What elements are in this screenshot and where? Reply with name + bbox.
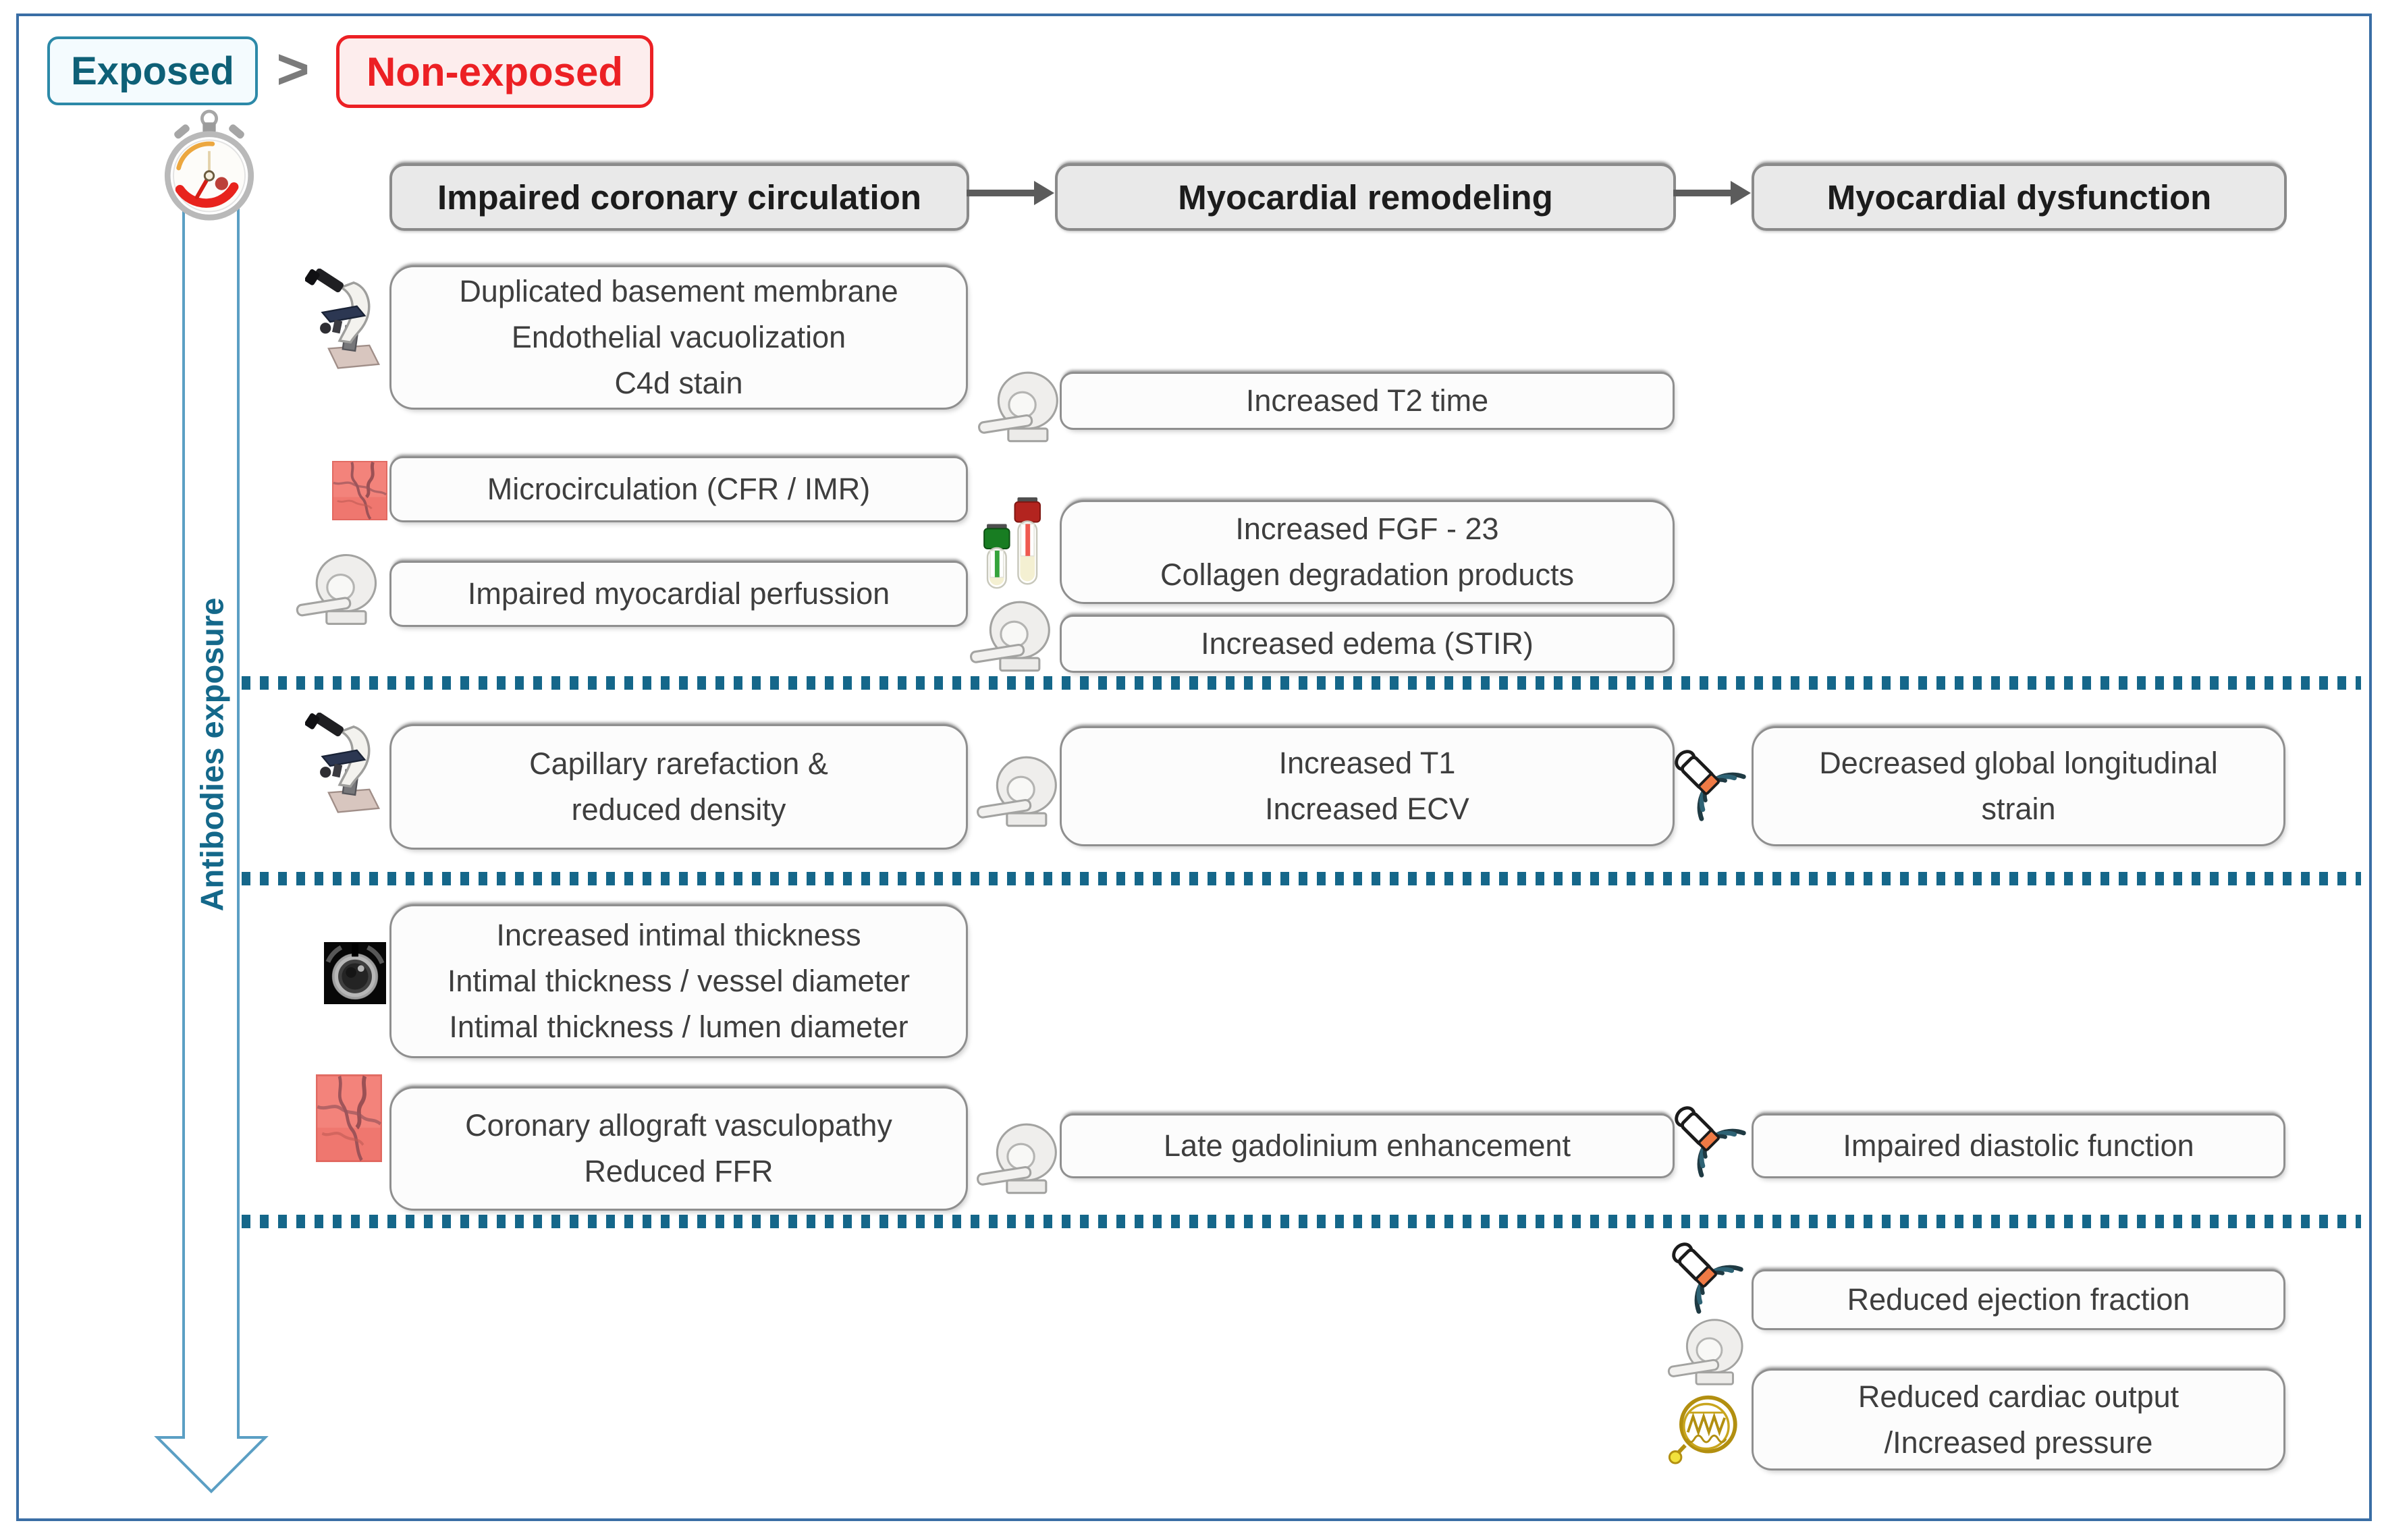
greater-than-symbol: >	[276, 36, 310, 101]
ultrasound-probe-icon	[1674, 749, 1752, 827]
box-microcirculation: Microcirculation (CFR / IMR)	[389, 456, 968, 522]
box-line: Reduced cardiac output	[1858, 1379, 2179, 1414]
box-line: /Increased pressure	[1884, 1425, 2153, 1460]
ultrasound-probe-icon	[1671, 1242, 1749, 1319]
box-increased-edema-stir: Increased edema (STIR)	[1060, 615, 1675, 673]
header-label: Myocardial remodeling	[1178, 177, 1553, 217]
box-line: Collagen degradation products	[1160, 557, 1574, 592]
microscope-icon	[305, 269, 387, 370]
header-myocardial-remodeling: Myocardial remodeling	[1055, 163, 1676, 231]
antibodies-exposure-arrow	[154, 202, 269, 1493]
header-label: Impaired coronary circulation	[437, 177, 922, 217]
box-line: Coronary allograft vasculopathy	[465, 1108, 892, 1143]
box-late-gadolinium-enhancement: Late gadolinium enhancement	[1060, 1113, 1675, 1178]
box-line: Capillary rarefaction &	[529, 746, 828, 781]
header-myocardial-dysfunction: Myocardial dysfunction	[1752, 163, 2287, 231]
box-line: reduced density	[571, 792, 786, 827]
box-line: Reduced ejection fraction	[1847, 1282, 2190, 1317]
mri-scanner-icon	[976, 753, 1064, 831]
non-exposed-label: Non-exposed	[366, 49, 624, 94]
mri-scanner-icon	[976, 1120, 1064, 1199]
box-line: Decreased global longitudinal	[1819, 746, 2218, 780]
timeline-label: Antibodies exposure	[194, 597, 230, 912]
box-line: C4d stain	[614, 366, 743, 400]
separator-line-1	[242, 676, 2361, 690]
tissue-histology-icon	[332, 461, 387, 520]
box-line: Intimal thickness / vessel diameter	[447, 964, 911, 998]
box-line: Increased T1	[1278, 746, 1456, 780]
mri-scanner-icon	[1667, 1316, 1750, 1390]
stopwatch-icon	[154, 108, 265, 225]
box-reduced-cardiac-output: Reduced cardiac output /Increased pressu…	[1752, 1369, 2285, 1470]
exposed-badge: Exposed	[47, 36, 258, 105]
separator-line-3	[242, 1215, 2361, 1228]
box-coronary-allograft-vasculopathy: Coronary allograft vasculopathy Reduced …	[389, 1087, 968, 1211]
box-line: strain	[1981, 792, 2056, 826]
header-impaired-coronary-circulation: Impaired coronary circulation	[389, 163, 969, 231]
box-fgf23-collagen: Increased FGF - 23 Collagen degradation …	[1060, 500, 1675, 604]
mri-scanner-icon	[296, 551, 383, 630]
mri-scanner-icon	[977, 368, 1065, 447]
catheter-pressure-icon	[1666, 1392, 1743, 1467]
box-line: Microcirculation (CFR / IMR)	[487, 472, 871, 506]
box-intimal-thickness: Increased intimal thickness Intimal thic…	[389, 904, 968, 1058]
box-line: Increased intimal thickness	[496, 918, 861, 952]
box-line: Impaired myocardial perfussion	[467, 576, 890, 611]
microscope-icon	[305, 713, 387, 815]
tissue-histology-icon	[316, 1074, 382, 1162]
ivus-image-icon	[324, 942, 386, 1004]
box-capillary-rarefaction: Capillary rarefaction & reduced density	[389, 724, 968, 850]
box-line: Reduced FFR	[584, 1154, 774, 1188]
box-line: Impaired diastolic function	[1843, 1128, 2194, 1163]
box-increased-t2-time: Increased T2 time	[1060, 372, 1675, 430]
box-line: Endothelial vacuolization	[511, 320, 846, 354]
box-duplicated-basement-membrane: Duplicated basement membrane Endothelial…	[389, 265, 968, 410]
box-decreased-gls: Decreased global longitudinal strain	[1752, 726, 2285, 846]
box-line: Increased FGF - 23	[1235, 512, 1499, 546]
exposed-label: Exposed	[71, 49, 234, 93]
box-line: Duplicated basement membrane	[459, 274, 898, 308]
header-label: Myocardial dysfunction	[1826, 177, 2212, 217]
box-line: Late gadolinium enhancement	[1164, 1128, 1571, 1163]
non-exposed-badge: Non-exposed	[336, 35, 653, 108]
box-line: Increased ECV	[1265, 792, 1469, 826]
box-line: Increased T2 time	[1245, 383, 1489, 418]
mri-scanner-icon	[969, 598, 1057, 676]
box-line: Increased edema (STIR)	[1201, 626, 1534, 661]
box-line: Intimal thickness / lumen diameter	[449, 1010, 909, 1044]
box-impaired-diastolic-function: Impaired diastolic function	[1752, 1113, 2285, 1178]
blood-tubes-icon	[983, 496, 1046, 597]
header-arrow-2	[1673, 181, 1751, 205]
box-increased-t1-ecv: Increased T1 Increased ECV	[1060, 726, 1675, 846]
box-reduced-ejection-fraction: Reduced ejection fraction	[1752, 1269, 2285, 1330]
header-arrow-1	[967, 181, 1054, 205]
box-impaired-myocardial-perfusion: Impaired myocardial perfussion	[389, 561, 968, 627]
separator-line-2	[242, 872, 2361, 885]
ultrasound-probe-icon	[1674, 1105, 1752, 1183]
